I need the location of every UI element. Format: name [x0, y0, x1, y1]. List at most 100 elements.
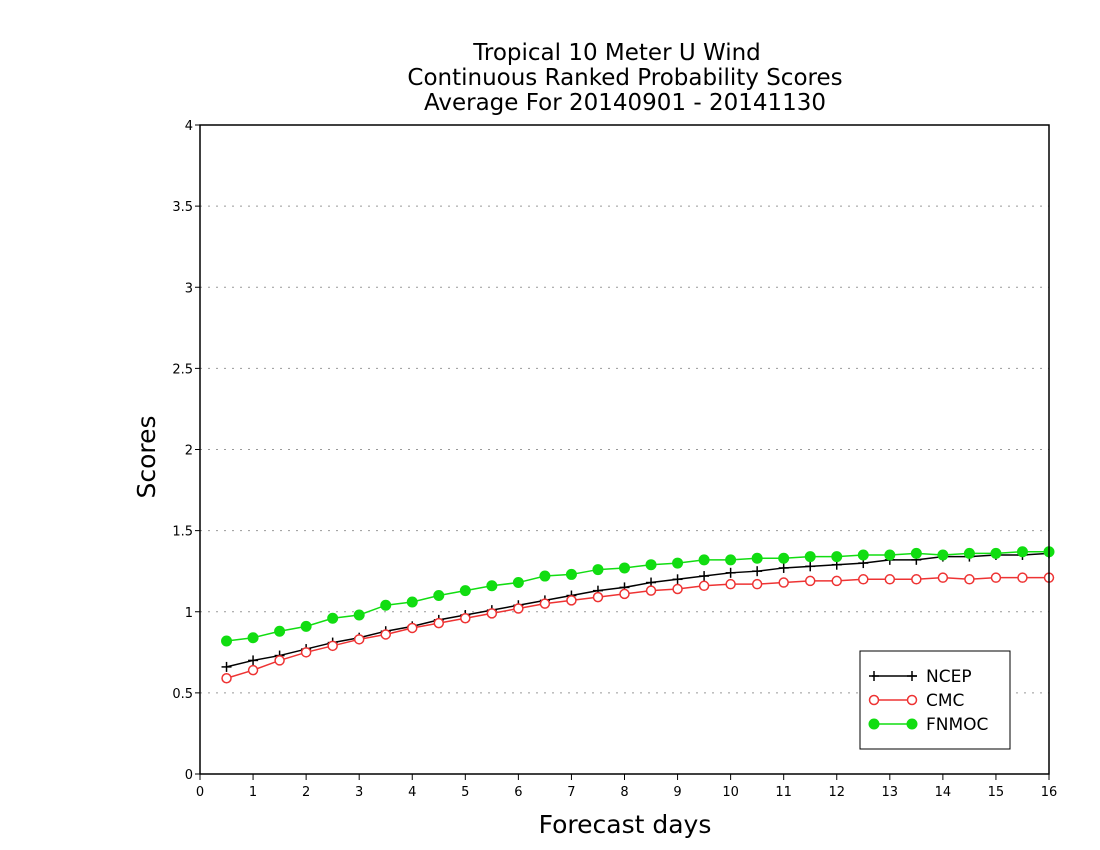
- x-tick-label: 2: [302, 785, 310, 800]
- axes: 00.511.522.533.540 1 2 3 4 5 6 7 8 9 10 11 12 13 14 15 1…: [172, 119, 1057, 800]
- x-tick-label: 11: [775, 785, 792, 800]
- y-tick-label: 3: [185, 281, 193, 296]
- data-point-cmc: [619, 588, 630, 600]
- chart-title-line-3: Average For 20140901 - 20141130: [424, 90, 826, 116]
- legend: NCEP CMC FNMOC: [859, 650, 1011, 750]
- x-tick-label: 3: [355, 785, 363, 800]
- legend-marker: [906, 694, 918, 706]
- data-point-fnmoc: [592, 564, 604, 576]
- data-point-cmc: [911, 574, 922, 585]
- legend-marker: [906, 718, 918, 730]
- y-tick-label: 1: [185, 606, 193, 621]
- data-point-cmc: [858, 574, 869, 585]
- data-point-cmc: [486, 608, 498, 619]
- y-tick-label: 2.5: [172, 362, 193, 377]
- y-tick-label: 0.5: [172, 687, 193, 702]
- series-group: [221, 546, 1055, 684]
- data-point-cmc: [1017, 572, 1028, 583]
- legend-label-ncep: NCEP: [926, 667, 972, 687]
- data-point-ncep: [699, 571, 710, 582]
- legend-label-fnmoc: FNMOC: [926, 715, 988, 735]
- data-point-cmc: [353, 634, 365, 645]
- data-point-cmc: [407, 622, 418, 634]
- data-point-ncep: [752, 566, 763, 577]
- data-point-cmc: [433, 617, 445, 629]
- data-point-cmc: [725, 578, 736, 590]
- legend-item-fnmoc: FNMOC: [868, 715, 988, 735]
- data-point-fnmoc: [247, 632, 259, 644]
- series-line-ncep: [226, 552, 1050, 668]
- chart-title: Tropical 10 Meter U Wind Continuous Rank…: [407, 40, 842, 116]
- data-point-cmc: [592, 591, 604, 603]
- data-point-cmc: [221, 673, 232, 684]
- legend-item-cmc: CMC: [868, 691, 964, 711]
- x-axis-label: Forecast days: [539, 810, 712, 839]
- data-point-cmc: [804, 575, 816, 587]
- data-point-cmc: [566, 595, 577, 606]
- data-point-fnmoc: [698, 554, 710, 566]
- x-tick-label: 5: [461, 785, 469, 800]
- x-tick-label: 7: [567, 785, 575, 800]
- data-point-cmc: [831, 575, 842, 587]
- x-tick-label: 1: [249, 785, 257, 800]
- legend-item-ncep: NCEP: [869, 667, 972, 687]
- data-point-fnmoc: [884, 549, 896, 561]
- data-point-cmc: [327, 640, 338, 652]
- data-point-fnmoc: [645, 559, 657, 571]
- data-point-fnmoc: [778, 552, 790, 564]
- data-point-fnmoc: [406, 596, 418, 608]
- x-tick-label: 13: [882, 785, 899, 800]
- data-point-cmc: [645, 585, 657, 596]
- data-point-ncep: [248, 655, 259, 666]
- data-point-ncep: [672, 574, 683, 585]
- data-point-cmc: [539, 598, 551, 609]
- data-point-cmc: [274, 655, 285, 666]
- data-point-fnmoc: [512, 577, 524, 589]
- legend-marker: [868, 694, 880, 706]
- x-tick-label: 4: [408, 785, 416, 800]
- x-tick-label: 10: [722, 785, 739, 800]
- chart-title-line-1: Tropical 10 Meter U Wind: [472, 40, 761, 66]
- series-line-fnmoc: [226, 550, 1049, 642]
- data-point-fnmoc: [539, 570, 551, 582]
- data-point-cmc: [937, 572, 949, 583]
- data-point-ncep: [221, 661, 232, 672]
- y-tick-label: 2: [185, 444, 193, 459]
- x-tick-label: 16: [1041, 785, 1058, 800]
- x-tick-label: 8: [620, 785, 628, 800]
- legend-marker: [868, 718, 880, 730]
- data-point-cmc: [698, 580, 710, 592]
- data-point-fnmoc: [274, 625, 286, 637]
- y-tick-label: 0: [185, 768, 193, 783]
- data-point-fnmoc: [433, 590, 445, 602]
- data-point-fnmoc: [353, 609, 365, 621]
- data-point-ncep: [778, 562, 789, 573]
- x-tick-label: 9: [673, 785, 681, 800]
- data-point-fnmoc: [1016, 546, 1028, 558]
- x-tick-label: 14: [935, 785, 952, 800]
- data-point-fnmoc: [619, 562, 630, 574]
- data-point-fnmoc: [751, 552, 763, 564]
- y-tick-label: 1.5: [172, 525, 193, 540]
- x-tick-label: 12: [828, 785, 845, 800]
- data-point-fnmoc: [831, 551, 843, 563]
- x-tick-label: 6: [514, 785, 522, 800]
- legend-marker: [907, 671, 917, 681]
- data-point-fnmoc: [857, 549, 869, 561]
- data-point-fnmoc: [486, 580, 498, 592]
- legend-marker: [869, 671, 879, 681]
- data-point-fnmoc: [221, 635, 233, 647]
- data-point-fnmoc: [459, 585, 471, 597]
- data-point-fnmoc: [380, 599, 392, 611]
- x-tick-label: 0: [196, 785, 204, 800]
- gridlines: [200, 205, 1049, 694]
- data-point-cmc: [778, 577, 789, 588]
- data-point-cmc: [460, 612, 471, 624]
- legend-label-cmc: CMC: [926, 691, 964, 711]
- data-point-fnmoc: [910, 547, 922, 559]
- data-point-cmc: [884, 574, 896, 585]
- data-point-cmc: [300, 647, 312, 658]
- data-point-fnmoc: [990, 547, 1002, 559]
- data-point-cmc: [672, 583, 683, 595]
